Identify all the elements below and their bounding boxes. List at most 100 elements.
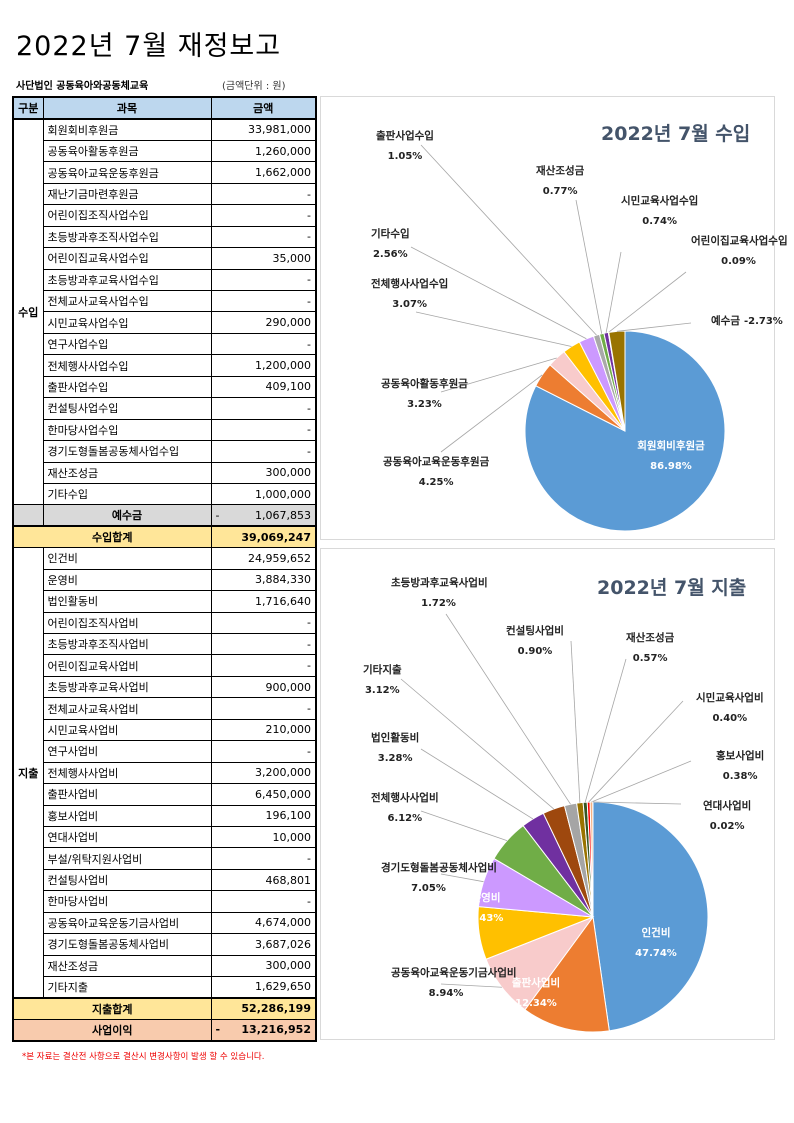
expense-item-amount: 6,450,000 xyxy=(210,783,317,806)
slice-percent: 1.05% xyxy=(387,150,423,162)
leader-line xyxy=(584,658,627,803)
leader-line xyxy=(616,322,692,332)
table-row: 재난기금마련후원금 - xyxy=(13,182,317,206)
table-row: 운영비 3,884,330 xyxy=(13,568,317,592)
income-item-amount: 33,981,000 xyxy=(210,118,317,141)
income-item-name: 연구사업수입 xyxy=(42,332,212,356)
expense-item-name: 연대사업비 xyxy=(42,825,212,849)
expense-item-name: 운영비 xyxy=(42,568,212,592)
slice-label: 운영비 xyxy=(471,892,501,904)
slice-label: 기타수입 xyxy=(371,228,410,240)
leader-line xyxy=(440,357,557,393)
slice-percent: 0.40% xyxy=(712,712,748,724)
chart-title: 2022년 7월 수입 xyxy=(601,123,751,145)
slice-percent: 4.25% xyxy=(418,476,454,488)
income-item-amount: 35,000 xyxy=(210,247,317,270)
slice-label: 재산조성금 xyxy=(626,632,675,644)
slice-label: 공동육아교육운동기금사업비 xyxy=(391,967,517,979)
finance-table: 구분 과목 금액 수입 회원회비후원금 33,981,000 공동육아활동후원금 1,2… xyxy=(12,96,317,1042)
table-row: 시민교육사업비 210,000 xyxy=(13,718,317,742)
expense-total-value: 52,286,199 xyxy=(210,996,317,1020)
expense-item-name: 연구사업비 xyxy=(42,740,212,763)
slice-percent: 0.57% xyxy=(632,652,668,664)
table-row: 출판사업수입 409,100 xyxy=(13,375,317,399)
expense-item-amount: 24,959,652 xyxy=(210,547,317,570)
pie-data-label: 공동육아교육운동기금사업비 8.94% xyxy=(391,964,517,1003)
leader-line xyxy=(592,801,682,805)
income-item-amount: - xyxy=(210,418,317,442)
table-row: 수입 회원회비후원금 33,981,000 xyxy=(12,118,317,506)
pie-data-label: 재산조성금 0.77% xyxy=(536,162,584,201)
expense-item-amount: 10,000 xyxy=(210,825,317,849)
table-row: 기타지출 1,629,650 xyxy=(13,975,317,999)
slice-percent: 3.12% xyxy=(364,684,400,696)
expense-category-label: 지출 xyxy=(12,547,44,999)
income-item-name: 재난기금마련후원금 xyxy=(42,182,212,206)
leader-line xyxy=(591,760,692,803)
slice-label: 공동육아활동후원금 xyxy=(381,378,468,390)
income-item-amount: 409,100 xyxy=(210,375,317,399)
expense-item-name: 초등방과후교육사업비 xyxy=(42,675,212,699)
income-item-amount: - xyxy=(210,225,317,249)
expense-item-name: 부설/위탁지원사업비 xyxy=(42,847,212,870)
income-item-name: 한마당사업수입 xyxy=(42,418,212,442)
pie-data-label: 기타수입 2.56% xyxy=(371,225,410,264)
table-row: 컨설팅사업수입 - xyxy=(13,397,317,420)
chart-title: 2022년 7월 지출 xyxy=(597,577,747,599)
expense-item-amount: - xyxy=(210,697,317,720)
table-row: 초등방과후조직사업비 - xyxy=(13,632,317,656)
leader-line xyxy=(410,246,587,340)
expense-item-amount: - xyxy=(210,632,317,656)
slice-percent: 2.56% xyxy=(372,248,408,260)
table-row: 재산조성금 300,000 xyxy=(13,954,317,978)
income-total-value: 39,069,247 xyxy=(210,525,317,549)
pie-data-label: 연대사업비 0.02% xyxy=(703,797,751,836)
table-row: 전체행사사업수입 1,200,000 xyxy=(13,354,317,377)
expense-item-amount: 4,674,000 xyxy=(210,911,317,935)
profit-value: 13,216,952 xyxy=(241,1023,311,1037)
deposit-amount: - 1,067,853 xyxy=(210,504,317,527)
table-row: 어린이집교육사업비 - xyxy=(13,654,317,677)
expense-item-name: 어린이집조직사업비 xyxy=(42,611,212,635)
slice-label: 시민교육사업수입 xyxy=(621,195,699,207)
slice-label: 시민교육사업비 xyxy=(696,692,764,704)
pie-data-label: 예수금 -2.73% xyxy=(711,312,783,332)
expense-item-amount: 210,000 xyxy=(210,718,317,742)
slice-label: 예수금 xyxy=(711,315,740,327)
leader-line xyxy=(575,199,603,334)
table-row: 어린이집교육사업수입 35,000 xyxy=(13,247,317,270)
income-item-amount: 290,000 xyxy=(210,311,317,334)
slice-label: 전체행사사업수입 xyxy=(371,278,449,290)
table-row: 공동육아활동후원금 1,260,000 xyxy=(13,139,317,163)
slice-label: 공동육아교육운동후원금 xyxy=(383,456,490,468)
pie-slice xyxy=(524,915,610,1033)
expense-item-name: 전체교사교육사업비 xyxy=(42,697,212,720)
table-row: 공동육아교육운동후원금 1,662,000 xyxy=(13,161,317,184)
header-category: 구분 xyxy=(12,96,44,120)
pie-data-label: 법인활동비 3.28% xyxy=(371,729,419,768)
expense-item-amount: 3,687,026 xyxy=(210,933,317,956)
table-row: 어린이집조직사업수입 - xyxy=(13,204,317,227)
leader-line xyxy=(420,748,534,820)
table-row: 재산조성금 300,000 xyxy=(13,461,317,484)
expense-item-name: 어린이집교육사업비 xyxy=(42,654,212,677)
income-item-amount: - xyxy=(210,397,317,420)
table-row: 전체교사교육사업수입 - xyxy=(13,289,317,313)
slice-percent: 3.07% xyxy=(392,298,427,310)
slice-percent: 8.94% xyxy=(428,987,464,999)
slice-label: 연대사업비 xyxy=(703,800,752,812)
expense-item-amount: 1,716,640 xyxy=(210,590,317,613)
profit-label: 사업이익 xyxy=(12,1018,212,1042)
deposit-row: 예수금 - 1,067,853 xyxy=(12,504,317,527)
table-row: 연대사업비 10,000 xyxy=(13,825,317,849)
pie-data-label: 시민교육사업수입 0.74% xyxy=(621,192,698,231)
income-item-name: 출판사업수입 xyxy=(42,375,212,399)
expense-item-amount: 300,000 xyxy=(210,954,317,978)
expense-item-amount: 1,629,650 xyxy=(210,975,317,999)
pie-data-label: 공동육아교육운동후원금 4.25% xyxy=(383,453,489,492)
slice-label: 어린이집교육사업수입 xyxy=(691,235,788,247)
header-item: 과목 xyxy=(42,96,212,120)
expense-item-amount: - xyxy=(210,740,317,763)
expense-item-name: 인건비 xyxy=(42,547,212,570)
slice-label: 초등방과후교육사업비 xyxy=(391,577,488,589)
